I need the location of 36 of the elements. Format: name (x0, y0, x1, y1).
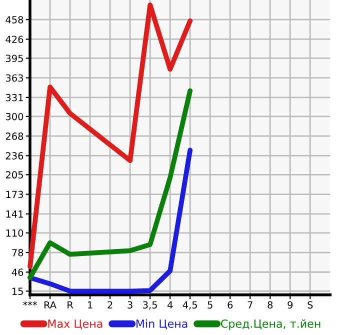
x-tick-label: 6 (228, 301, 233, 309)
x-tick-label: RA (44, 301, 56, 308)
y-tick-label: 205 (6, 171, 23, 179)
y-tick-label: 15 (12, 288, 23, 295)
y-tick-label: 363 (6, 74, 23, 82)
x-tick-label: S (308, 301, 313, 309)
y-tick-label: 78 (12, 248, 24, 256)
y-tick-label: 141 (6, 210, 23, 218)
legend-label: Max Цена (48, 320, 102, 330)
x-tick-label: 9 (288, 301, 293, 309)
x-tick-label: 3 (128, 301, 132, 309)
y-tick-label: 173 (6, 190, 23, 198)
x-tick-label: 3,5 (143, 301, 157, 310)
y-tick-label: 395 (6, 54, 23, 62)
legend-label: Сред.Цена, т.йен (221, 319, 320, 330)
y-tick-label: 300 (6, 112, 24, 120)
y-tick-label: 46 (12, 268, 24, 276)
x-tick-label: 7 (248, 301, 252, 308)
y-tick-label: 426 (6, 36, 24, 44)
y-tick-label: 110 (6, 229, 24, 237)
x-tick-label: R (68, 301, 74, 308)
legend-label: Min Цена (136, 319, 188, 330)
y-tick-label: 236 (6, 152, 24, 160)
y-tick-label: 268 (6, 132, 24, 140)
x-tick-label: 2 (108, 301, 112, 308)
x-tick-label: 4,5 (182, 301, 197, 310)
y-tick-label: 331 (6, 94, 23, 102)
line-series (28, 148, 193, 294)
line-series (28, 88, 193, 280)
x-tick-label: *** (23, 301, 38, 306)
x-tick-label: 8 (268, 301, 273, 309)
y-tick-label: 458 (6, 16, 24, 24)
x-tick-label: 5 (208, 301, 212, 309)
x-tick-label: 4 (167, 301, 173, 308)
x-tick-label: 1 (88, 301, 92, 308)
line-series (28, 2, 193, 270)
